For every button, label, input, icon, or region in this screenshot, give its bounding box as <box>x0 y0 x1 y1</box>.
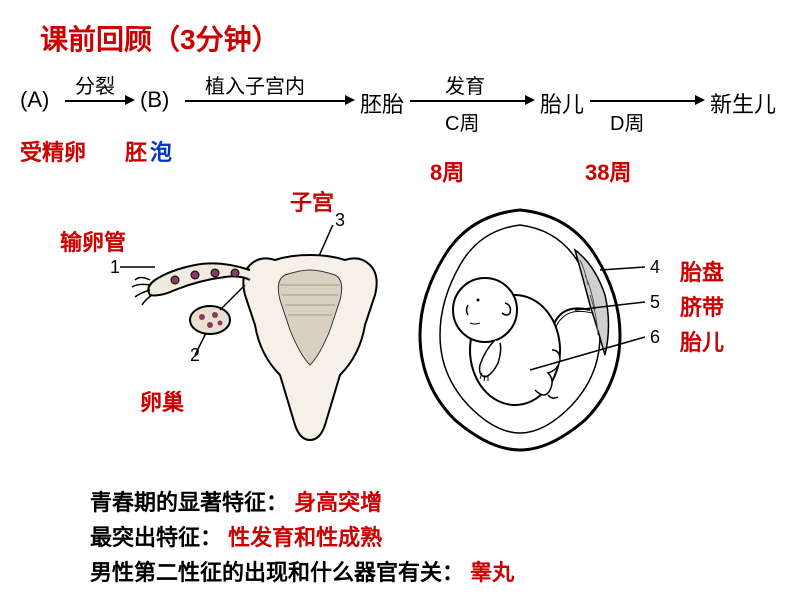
label-umbilical: 脐带 <box>680 290 724 322</box>
arrow-3-head <box>525 95 535 105</box>
arrow-4-head <box>695 95 705 105</box>
bottom-3-prefix: 男性第二性征的出现和什么器官有关： <box>90 560 464 585</box>
anatomy-diagram-area: 子宫 输卵管 卵巢 胎盘 脐带 胎儿 1 2 3 4 5 6 <box>0 185 794 465</box>
arrow-1-label: 分裂 <box>75 70 115 99</box>
bottom-line-1: 青春期的显著特征： 身高突增 <box>90 485 382 517</box>
bottom-2-prefix: 最突出特征： <box>90 525 222 550</box>
arrow-1-line <box>65 100 125 102</box>
arrow-2-label: 植入子宫内 <box>205 70 305 99</box>
bottom-1-prefix: 青春期的显著特征： <box>90 490 288 515</box>
arrow-4-line <box>590 100 695 102</box>
flow-node-a: (A) <box>20 87 49 113</box>
bottom-line-3: 男性第二性征的出现和什么器官有关： 睾丸 <box>90 555 514 587</box>
page-title: 课前回顾（3分钟） <box>40 18 280 58</box>
flow-node-b: (B) <box>140 87 169 113</box>
left-anatomy-svg <box>120 225 400 455</box>
label-uterus: 子宫 <box>290 185 334 217</box>
num-1: 1 <box>110 257 120 278</box>
arrow-4-sublabel: D周 <box>610 107 644 136</box>
bottom-3-answer: 睾丸 <box>470 560 514 585</box>
bottom-2-answer: 性发育和性成熟 <box>228 525 382 550</box>
flow-node-embryo: 胚胎 <box>360 87 404 119</box>
arrow-1-head <box>125 95 135 105</box>
label-placenta: 胎盘 <box>680 255 724 287</box>
label-fallopian: 输卵管 <box>60 225 126 257</box>
label-fetus: 胎儿 <box>680 325 724 357</box>
answer-c: 8周 <box>430 155 464 187</box>
answer-b-2: 泡 <box>150 135 172 167</box>
arrow-3-label: 发育 <box>445 70 485 99</box>
arrow-3-line <box>410 100 525 102</box>
right-anatomy-svg <box>400 195 680 455</box>
arrow-3-sublabel: C周 <box>445 107 479 136</box>
arrow-2-line <box>185 100 345 102</box>
flow-node-fetus: 胎儿 <box>540 87 584 119</box>
answer-a: 受精卵 <box>20 135 86 167</box>
bottom-line-2: 最突出特征： 性发育和性成熟 <box>90 520 382 552</box>
bottom-1-answer: 身高突增 <box>294 490 382 515</box>
answer-d: 38周 <box>585 155 631 187</box>
flow-node-newborn: 新生儿 <box>710 87 776 119</box>
answer-b-1: 胚 <box>125 135 147 167</box>
arrow-2-head <box>345 95 355 105</box>
flow-chart: (A) (B) 胚胎 胎儿 新生儿 分裂 植入子宫内 发育 C周 D周 <box>10 65 790 115</box>
